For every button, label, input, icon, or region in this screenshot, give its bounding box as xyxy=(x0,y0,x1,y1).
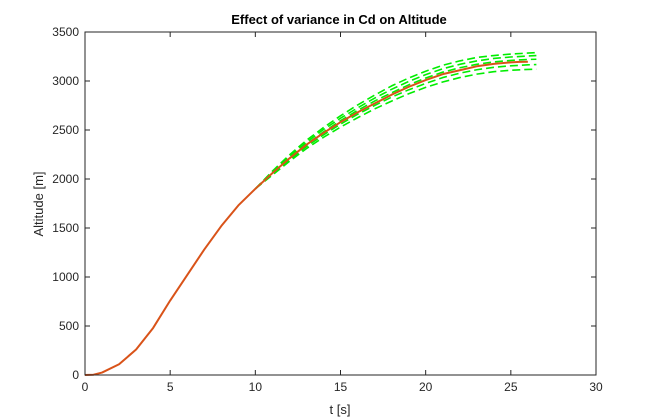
x-tick-label: 30 xyxy=(589,380,603,394)
y-tick-label: 1500 xyxy=(52,221,79,235)
series-line-nominal xyxy=(84,60,528,376)
y-tick-label: 2500 xyxy=(52,123,79,137)
x-tick-label: 0 xyxy=(82,380,89,394)
x-axis-label: t [s] xyxy=(330,402,351,417)
y-axis-label: Altitude [m] xyxy=(31,171,46,236)
x-tick-label: 10 xyxy=(249,380,263,394)
y-tick-label: 500 xyxy=(59,319,79,333)
series-line-variant-upper xyxy=(254,54,537,190)
axes-box xyxy=(84,31,597,376)
x-tick-label: 5 xyxy=(167,380,174,394)
series-line-variant-high xyxy=(254,51,537,190)
series-line-variant-mid xyxy=(254,58,537,190)
y-tick-label: 3500 xyxy=(52,25,79,39)
y-tick-label: 0 xyxy=(72,368,79,382)
series-line-variant-low xyxy=(254,68,537,190)
y-tick-label: 3000 xyxy=(52,74,79,88)
x-tick-label: 20 xyxy=(419,380,433,394)
y-tick-label: 2000 xyxy=(52,172,79,186)
x-tick-label: 25 xyxy=(504,380,518,394)
y-tick-label: 1000 xyxy=(52,270,79,284)
axis-ticks: 0 5 10 15 20 25 30 0 500 1000 1500 2000 2500 3000 3500 xyxy=(52,25,603,394)
chart-title: Effect of variance in Cd on Altitude xyxy=(231,12,446,27)
x-tick-label: 15 xyxy=(334,380,348,394)
series-line-variant-lower xyxy=(254,63,537,190)
plot-area xyxy=(84,51,537,376)
